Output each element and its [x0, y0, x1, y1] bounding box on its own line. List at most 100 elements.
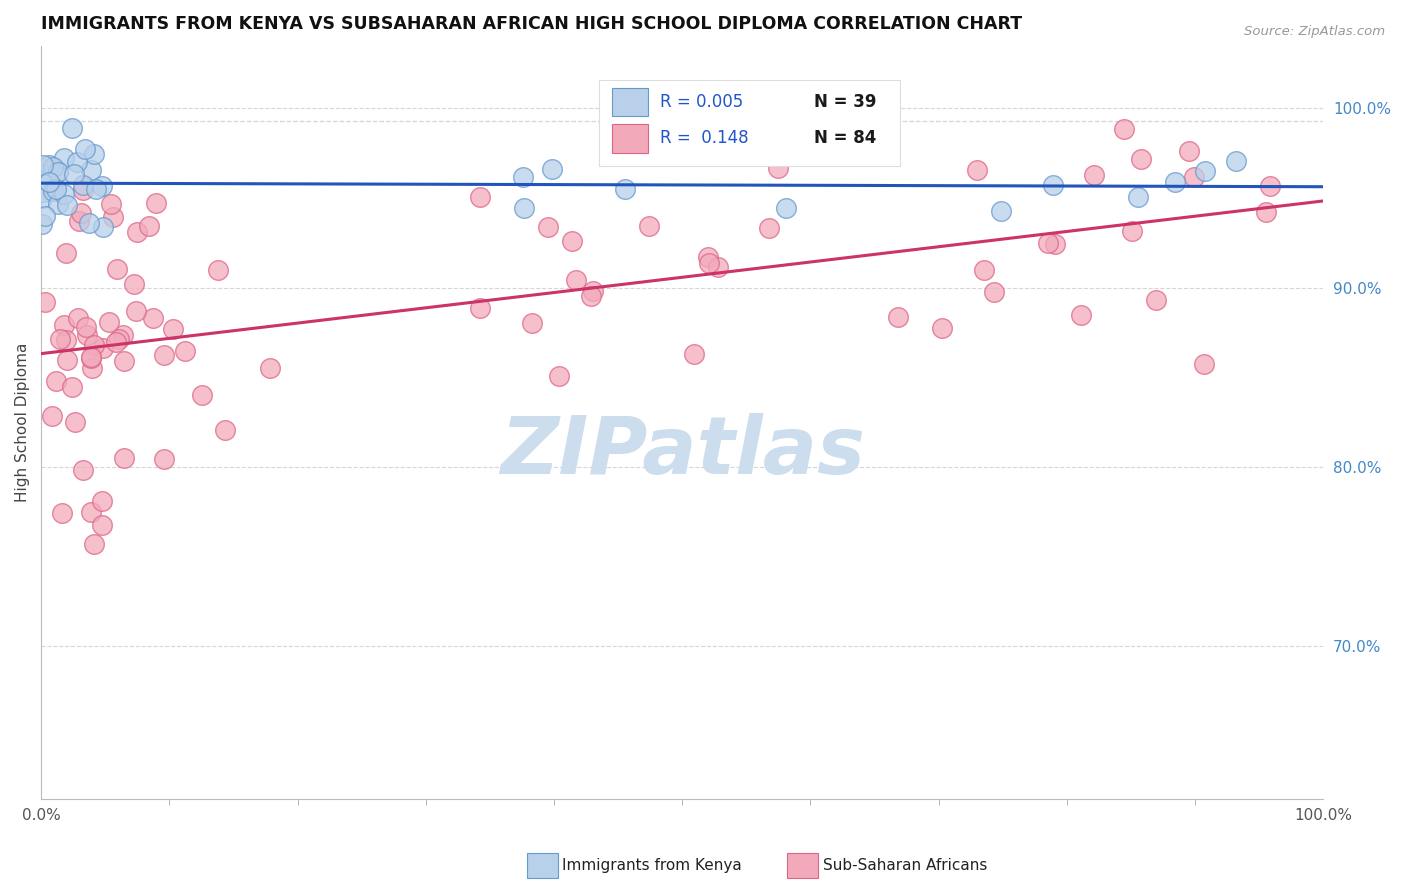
Text: R =  0.148: R = 0.148: [661, 129, 749, 147]
Point: [82, 360, 104, 375]
Text: N = 84: N = 84: [814, 129, 876, 147]
Text: N = 39: N = 39: [814, 93, 877, 112]
Point: [561, 234, 583, 248]
FancyBboxPatch shape: [599, 79, 900, 166]
Point: [112, 353, 135, 368]
Point: [990, 203, 1012, 218]
Text: Sub-Saharan Africans: Sub-Saharan Africans: [823, 858, 987, 872]
Point: [60, 120, 83, 135]
Point: [51, 506, 73, 520]
Point: [31, 167, 53, 181]
Point: [46, 165, 69, 179]
Text: ZIPatlas: ZIPatlas: [499, 413, 865, 491]
Point: [72, 463, 94, 477]
Point: [55, 246, 77, 260]
Point: [114, 450, 136, 465]
Point: [108, 332, 131, 346]
Point: [683, 347, 706, 361]
Point: [83, 146, 105, 161]
Point: [83, 338, 105, 352]
Point: [79, 162, 101, 177]
Point: [76, 327, 98, 342]
Point: [104, 334, 127, 349]
Point: [38, 175, 60, 189]
Point: [93, 220, 115, 235]
Point: [520, 316, 543, 330]
Point: [55, 352, 77, 367]
Point: [142, 311, 165, 326]
Point: [1144, 293, 1167, 308]
Point: [1070, 309, 1092, 323]
Point: [91, 494, 114, 508]
Point: [145, 195, 167, 210]
Point: [49, 332, 72, 346]
Point: [614, 181, 637, 195]
Point: [1163, 175, 1185, 189]
Point: [207, 262, 229, 277]
Point: [470, 301, 492, 315]
Text: R = 0.005: R = 0.005: [661, 93, 744, 112]
Point: [70, 206, 93, 220]
Point: [112, 327, 135, 342]
Point: [31, 217, 53, 231]
Point: [1256, 204, 1278, 219]
Point: [1043, 236, 1066, 251]
Point: [66, 154, 89, 169]
Point: [540, 162, 562, 177]
Point: [886, 310, 908, 324]
Point: [564, 273, 586, 287]
Point: [153, 348, 176, 362]
Point: [162, 321, 184, 335]
Point: [638, 219, 661, 233]
Point: [153, 451, 176, 466]
Point: [1112, 121, 1135, 136]
Point: [1128, 190, 1150, 204]
Point: [1042, 178, 1064, 192]
Point: [77, 216, 100, 230]
Point: [174, 343, 197, 358]
Point: [513, 201, 536, 215]
Point: [775, 201, 797, 215]
Point: [125, 304, 148, 318]
Point: [45, 182, 67, 196]
Point: [696, 250, 718, 264]
Point: [56, 198, 79, 212]
Point: [468, 189, 491, 203]
Point: [706, 260, 728, 275]
Point: [76, 320, 98, 334]
Point: [72, 183, 94, 197]
Point: [100, 196, 122, 211]
Text: Immigrants from Kenya: Immigrants from Kenya: [562, 858, 742, 872]
Point: [1225, 154, 1247, 169]
Point: [125, 225, 148, 239]
Point: [80, 505, 103, 519]
Point: [46, 196, 69, 211]
Point: [32, 185, 55, 199]
Point: [1194, 357, 1216, 371]
FancyBboxPatch shape: [612, 124, 648, 153]
Point: [1194, 164, 1216, 178]
Point: [45, 374, 67, 388]
Point: [697, 256, 720, 270]
Point: [53, 151, 76, 165]
Point: [80, 350, 103, 364]
Point: [73, 142, 96, 156]
Point: [983, 285, 1005, 299]
Point: [582, 284, 605, 298]
Text: Source: ZipAtlas.com: Source: ZipAtlas.com: [1244, 25, 1385, 38]
Point: [101, 210, 124, 224]
Point: [512, 169, 534, 184]
Point: [931, 321, 953, 335]
Y-axis label: High School Diploma: High School Diploma: [15, 343, 30, 502]
Point: [1083, 168, 1105, 182]
Point: [46, 163, 69, 178]
Point: [53, 186, 76, 201]
Point: [1129, 152, 1152, 166]
Point: [91, 518, 114, 533]
Point: [1258, 178, 1281, 193]
Point: [60, 380, 83, 394]
Point: [67, 214, 90, 228]
Point: [259, 361, 281, 376]
Point: [34, 295, 56, 310]
Point: [38, 158, 60, 172]
